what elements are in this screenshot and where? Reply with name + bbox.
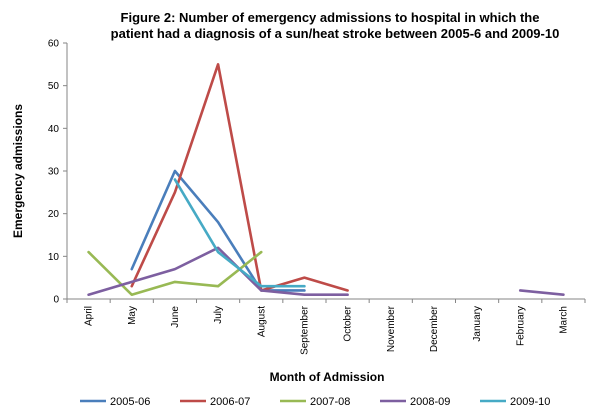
y-tick-label: 20	[48, 209, 60, 220]
series-line-2007-08	[87, 250, 263, 297]
x-tick-label: March	[558, 306, 569, 334]
series-lines	[87, 63, 565, 297]
x-tick-label: November	[386, 305, 397, 352]
axes	[63, 42, 586, 303]
legend-label-2009-10: 2009-10	[510, 396, 550, 408]
y-tick-label: 10	[48, 252, 60, 263]
x-tick-label: September	[299, 305, 310, 355]
chart-title-line: Figure 2: Number of emergency admissions…	[121, 10, 540, 25]
series-line-2005-06	[130, 169, 306, 292]
legend: 2005-06 2006-07 2007-08 2008-09 2009-10	[80, 396, 550, 408]
series-line-2008-09	[518, 289, 565, 297]
x-tick-label: October	[343, 305, 354, 341]
y-tick-label: 50	[48, 81, 60, 92]
x-tick-label: July	[213, 306, 224, 324]
x-tick-label: August	[256, 306, 267, 337]
x-tick-label: December	[429, 305, 440, 352]
series-line-2008-09	[87, 246, 349, 297]
legend-label-2008-09: 2008-09	[410, 396, 450, 408]
series-line-2006-07	[130, 63, 349, 292]
x-tick-label: April	[84, 306, 95, 326]
chart-title: Figure 2: Number of emergency admissions…	[111, 10, 560, 41]
tick-labels: 0 10 20 30 40 50 60 April May June July August Septe…	[48, 39, 570, 355]
y-axis-title-group: Emergency admissions	[11, 104, 25, 238]
legend-label-2005-06: 2005-06	[110, 396, 150, 408]
y-tick-label: 60	[48, 39, 60, 50]
x-axis-title: Month of Admission	[270, 370, 385, 384]
chart-title-line: patient had a diagnosis of a sun/heat st…	[111, 26, 560, 41]
x-tick-label: January	[472, 306, 483, 342]
y-tick-label: 0	[53, 295, 59, 306]
x-tick-label: May	[127, 306, 138, 325]
y-tick-label: 30	[48, 167, 60, 178]
series-line-2009-10	[173, 178, 306, 288]
y-axis-title: Emergency admissions	[11, 104, 25, 238]
y-tick-label: 40	[48, 124, 60, 135]
x-tick-label: June	[170, 306, 181, 328]
legend-label-2007-08: 2007-08	[310, 396, 350, 408]
legend-label-2006-07: 2006-07	[210, 396, 250, 408]
x-tick-label: February	[515, 306, 526, 346]
